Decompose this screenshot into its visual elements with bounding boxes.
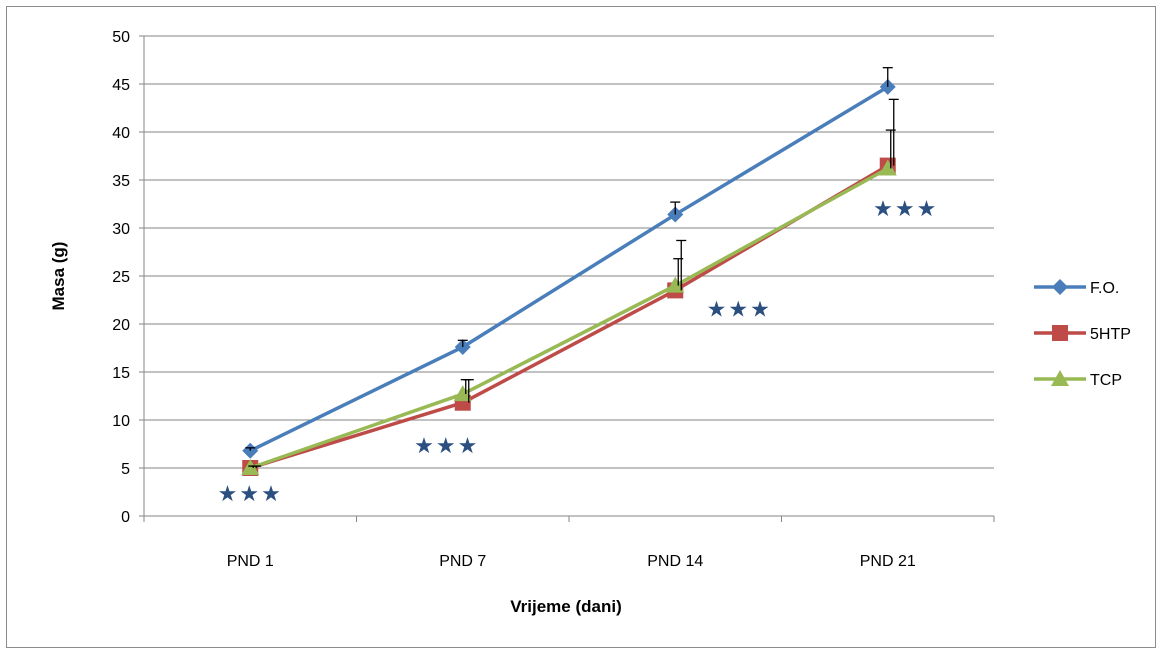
data-point-square <box>1052 325 1068 341</box>
y-axis-title: Masa (g) <box>49 242 68 311</box>
series <box>241 78 897 476</box>
series-line-5htp <box>249 164 889 470</box>
data-point-triangle <box>1051 370 1069 386</box>
y-tick-label: 0 <box>121 509 130 526</box>
data-point-triangle <box>666 276 685 293</box>
gridlines <box>144 35 994 469</box>
y-tick-label: 30 <box>112 221 130 238</box>
x-tick-label: PND 14 <box>647 553 703 570</box>
legend: F.O. 5HTP TCP <box>1034 279 1131 389</box>
significance-stars: ★★★ <box>707 298 772 323</box>
data-point-triangle <box>241 459 260 475</box>
x-tick-label: PND 1 <box>227 553 274 570</box>
data-point-triangle <box>878 159 897 176</box>
significance-stars: ★★★ <box>414 434 479 459</box>
significance-stars: ★★★ <box>873 197 938 222</box>
data-point-triangle <box>453 385 472 402</box>
legend-label: 5HTP <box>1090 326 1131 343</box>
y-tick-label: 50 <box>112 29 130 46</box>
chart-frame <box>6 6 1156 648</box>
y-tick-label: 5 <box>121 461 130 478</box>
legend-label: F.O. <box>1090 280 1119 297</box>
x-tick-label: PND 21 <box>860 553 916 570</box>
y-tick-label: 40 <box>112 125 130 142</box>
data-point-diamond <box>1052 279 1068 295</box>
significance-stars: ★★★ <box>218 482 283 507</box>
series-line-tcp <box>249 166 889 470</box>
y-tick-label: 35 <box>112 173 130 190</box>
error-bars <box>245 67 899 468</box>
x-tick-labels: PND 1 PND 7 PND 14 PND 21 <box>227 553 916 570</box>
legend-label: TCP <box>1090 372 1122 389</box>
y-tick-label: 45 <box>112 77 130 94</box>
significance-annotations: ★★★ ★★★ ★★★ ★★★ <box>218 197 938 507</box>
y-tick-labels: 0 5 10 15 20 25 30 35 40 45 50 <box>112 29 130 526</box>
x-axis-title: Vrijeme (dani) <box>510 597 621 616</box>
y-tick-label: 10 <box>112 413 130 430</box>
axes <box>139 35 995 522</box>
x-tick-label: PND 7 <box>439 553 486 570</box>
series-line-fo <box>249 85 889 453</box>
y-tick-label: 15 <box>112 365 130 382</box>
y-tick-label: 25 <box>112 269 130 286</box>
y-tick-label: 20 <box>112 317 130 334</box>
